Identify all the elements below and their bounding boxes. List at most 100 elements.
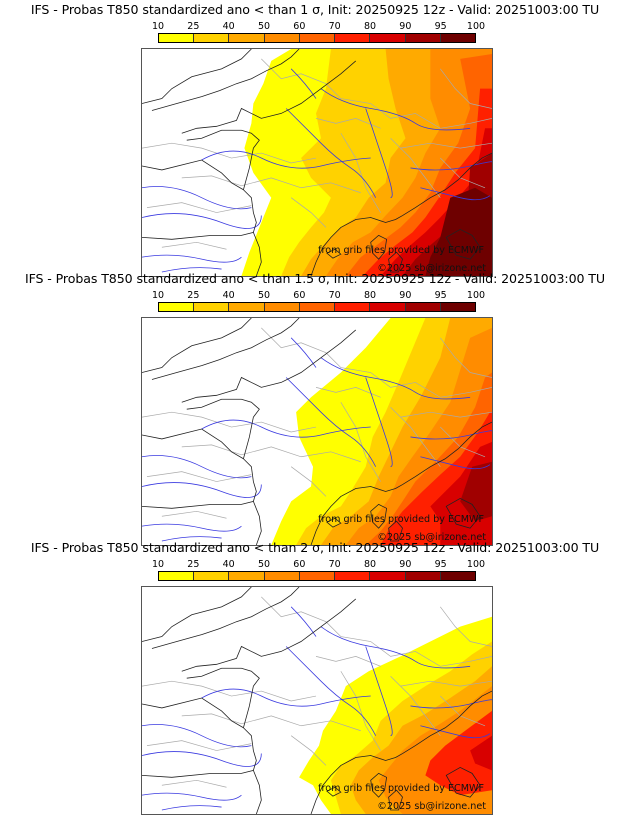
coastline	[402, 421, 492, 485]
colorbar-ticks: 10 25 40 50 60 70 80 90 95 100	[152, 559, 485, 571]
coastline	[326, 517, 342, 528]
country-border	[290, 735, 327, 766]
country-border	[181, 175, 361, 194]
colorbar-segment	[229, 34, 265, 42]
country-border	[261, 596, 492, 667]
country-border	[261, 58, 492, 129]
forecast-panel-1sigma: IFS - Probas T850 standardized ano < tha…	[0, 0, 630, 277]
river	[365, 646, 393, 737]
source-credit: from grib files provided by ECMWF	[318, 783, 484, 794]
colorbar-segment	[335, 572, 371, 580]
coastline	[186, 667, 260, 728]
coastline	[142, 318, 252, 373]
colorbar-tick-label: 90	[399, 21, 412, 32]
country-border	[142, 142, 317, 164]
probability-area	[425, 710, 492, 796]
source-credit: from grib files provided by ECMWF	[318, 245, 484, 256]
coastline	[181, 329, 357, 403]
panel-title: IFS - Probas T850 standardized ano < tha…	[24, 271, 606, 286]
colorbar-segment	[264, 572, 300, 580]
country-border	[340, 402, 381, 482]
river	[290, 68, 317, 99]
colorbar-segment	[229, 303, 265, 311]
river	[142, 213, 262, 229]
colorbar	[158, 571, 476, 581]
coastline	[252, 770, 262, 814]
coastline	[181, 60, 357, 134]
colorbar-tick-label: 60	[293, 21, 306, 32]
coastline	[370, 234, 388, 260]
colorbar-segment	[264, 303, 300, 311]
river	[410, 161, 492, 171]
country-border	[146, 202, 252, 213]
coastline	[186, 398, 260, 459]
country-border	[390, 406, 441, 467]
colorbar-segment	[405, 572, 441, 580]
probability-area	[460, 461, 492, 522]
colorbar-tick-label: 80	[363, 559, 377, 570]
river	[161, 536, 222, 542]
colorbar-tick-label: 70	[328, 290, 341, 301]
country-border	[181, 444, 361, 463]
colorbar-segment	[299, 34, 336, 42]
colorbar-tick-label: 95	[434, 290, 447, 301]
coastline	[142, 159, 244, 191]
colorbar-tick-label: 50	[257, 559, 271, 570]
river	[161, 267, 222, 273]
coastline	[186, 129, 260, 190]
river	[142, 751, 262, 767]
colorbar-tick-label: 10	[151, 559, 165, 570]
colorbar-tick-label: 10	[151, 21, 165, 32]
colorbar-tick-label: 40	[222, 290, 235, 301]
colorbar-tick-label: 100	[466, 559, 486, 570]
colorbar-tick-label: 25	[187, 21, 200, 32]
coastline	[445, 228, 481, 260]
country-border	[440, 606, 492, 647]
coastline	[181, 598, 357, 672]
colorbar-tick-label: 70	[328, 21, 341, 32]
coastline	[142, 428, 244, 460]
river	[420, 725, 491, 739]
colorbar-tick-label: 60	[293, 559, 306, 570]
coastline	[370, 503, 388, 529]
colorbar-segment	[159, 34, 195, 42]
river	[420, 456, 491, 470]
coastline	[142, 697, 244, 729]
colorbar-ticks: 10 25 40 50 60 70 80 90 95 100	[152, 290, 485, 302]
country-border	[146, 471, 252, 482]
sea-area	[142, 49, 257, 240]
coastline	[252, 501, 262, 545]
colorbar-tick-label: 90	[399, 290, 412, 301]
colorbar-segment	[194, 303, 230, 311]
coastline	[142, 727, 257, 778]
country-border	[440, 68, 492, 109]
coastline	[310, 753, 403, 814]
river	[201, 419, 371, 438]
country-border	[400, 680, 492, 687]
colorbar-ticks: 10 25 40 50 60 70 80 90 95 100	[152, 21, 485, 33]
map-canvas	[142, 318, 492, 545]
colorbar-tick-label: 50	[257, 21, 271, 32]
colorbar-segment	[159, 572, 195, 580]
river	[365, 108, 393, 199]
colorbar-segment	[440, 303, 475, 311]
river	[142, 724, 252, 748]
coastline	[370, 772, 388, 798]
copyright-credit: ©2025 sb@irizone.net	[377, 801, 486, 812]
map-canvas	[142, 587, 492, 814]
country-border	[142, 411, 317, 433]
coastline	[151, 587, 300, 649]
colorbar-tick-label: 60	[293, 290, 306, 301]
panel-title: IFS - Probas T850 standardized ano < tha…	[30, 2, 600, 17]
coastline	[151, 49, 300, 111]
coastline	[445, 766, 481, 798]
forecast-panel-1-5sigma: IFS - Probas T850 standardized ano < tha…	[0, 269, 630, 546]
colorbar-segment	[299, 572, 336, 580]
panel-title: IFS - Probas T850 standardized ano < tha…	[30, 540, 600, 555]
colorbar-segment	[440, 572, 475, 580]
country-border	[290, 466, 327, 497]
colorbar-tick-label: 90	[399, 559, 412, 570]
river	[290, 606, 317, 637]
coastline	[388, 251, 403, 273]
colorbar-segment	[405, 34, 441, 42]
